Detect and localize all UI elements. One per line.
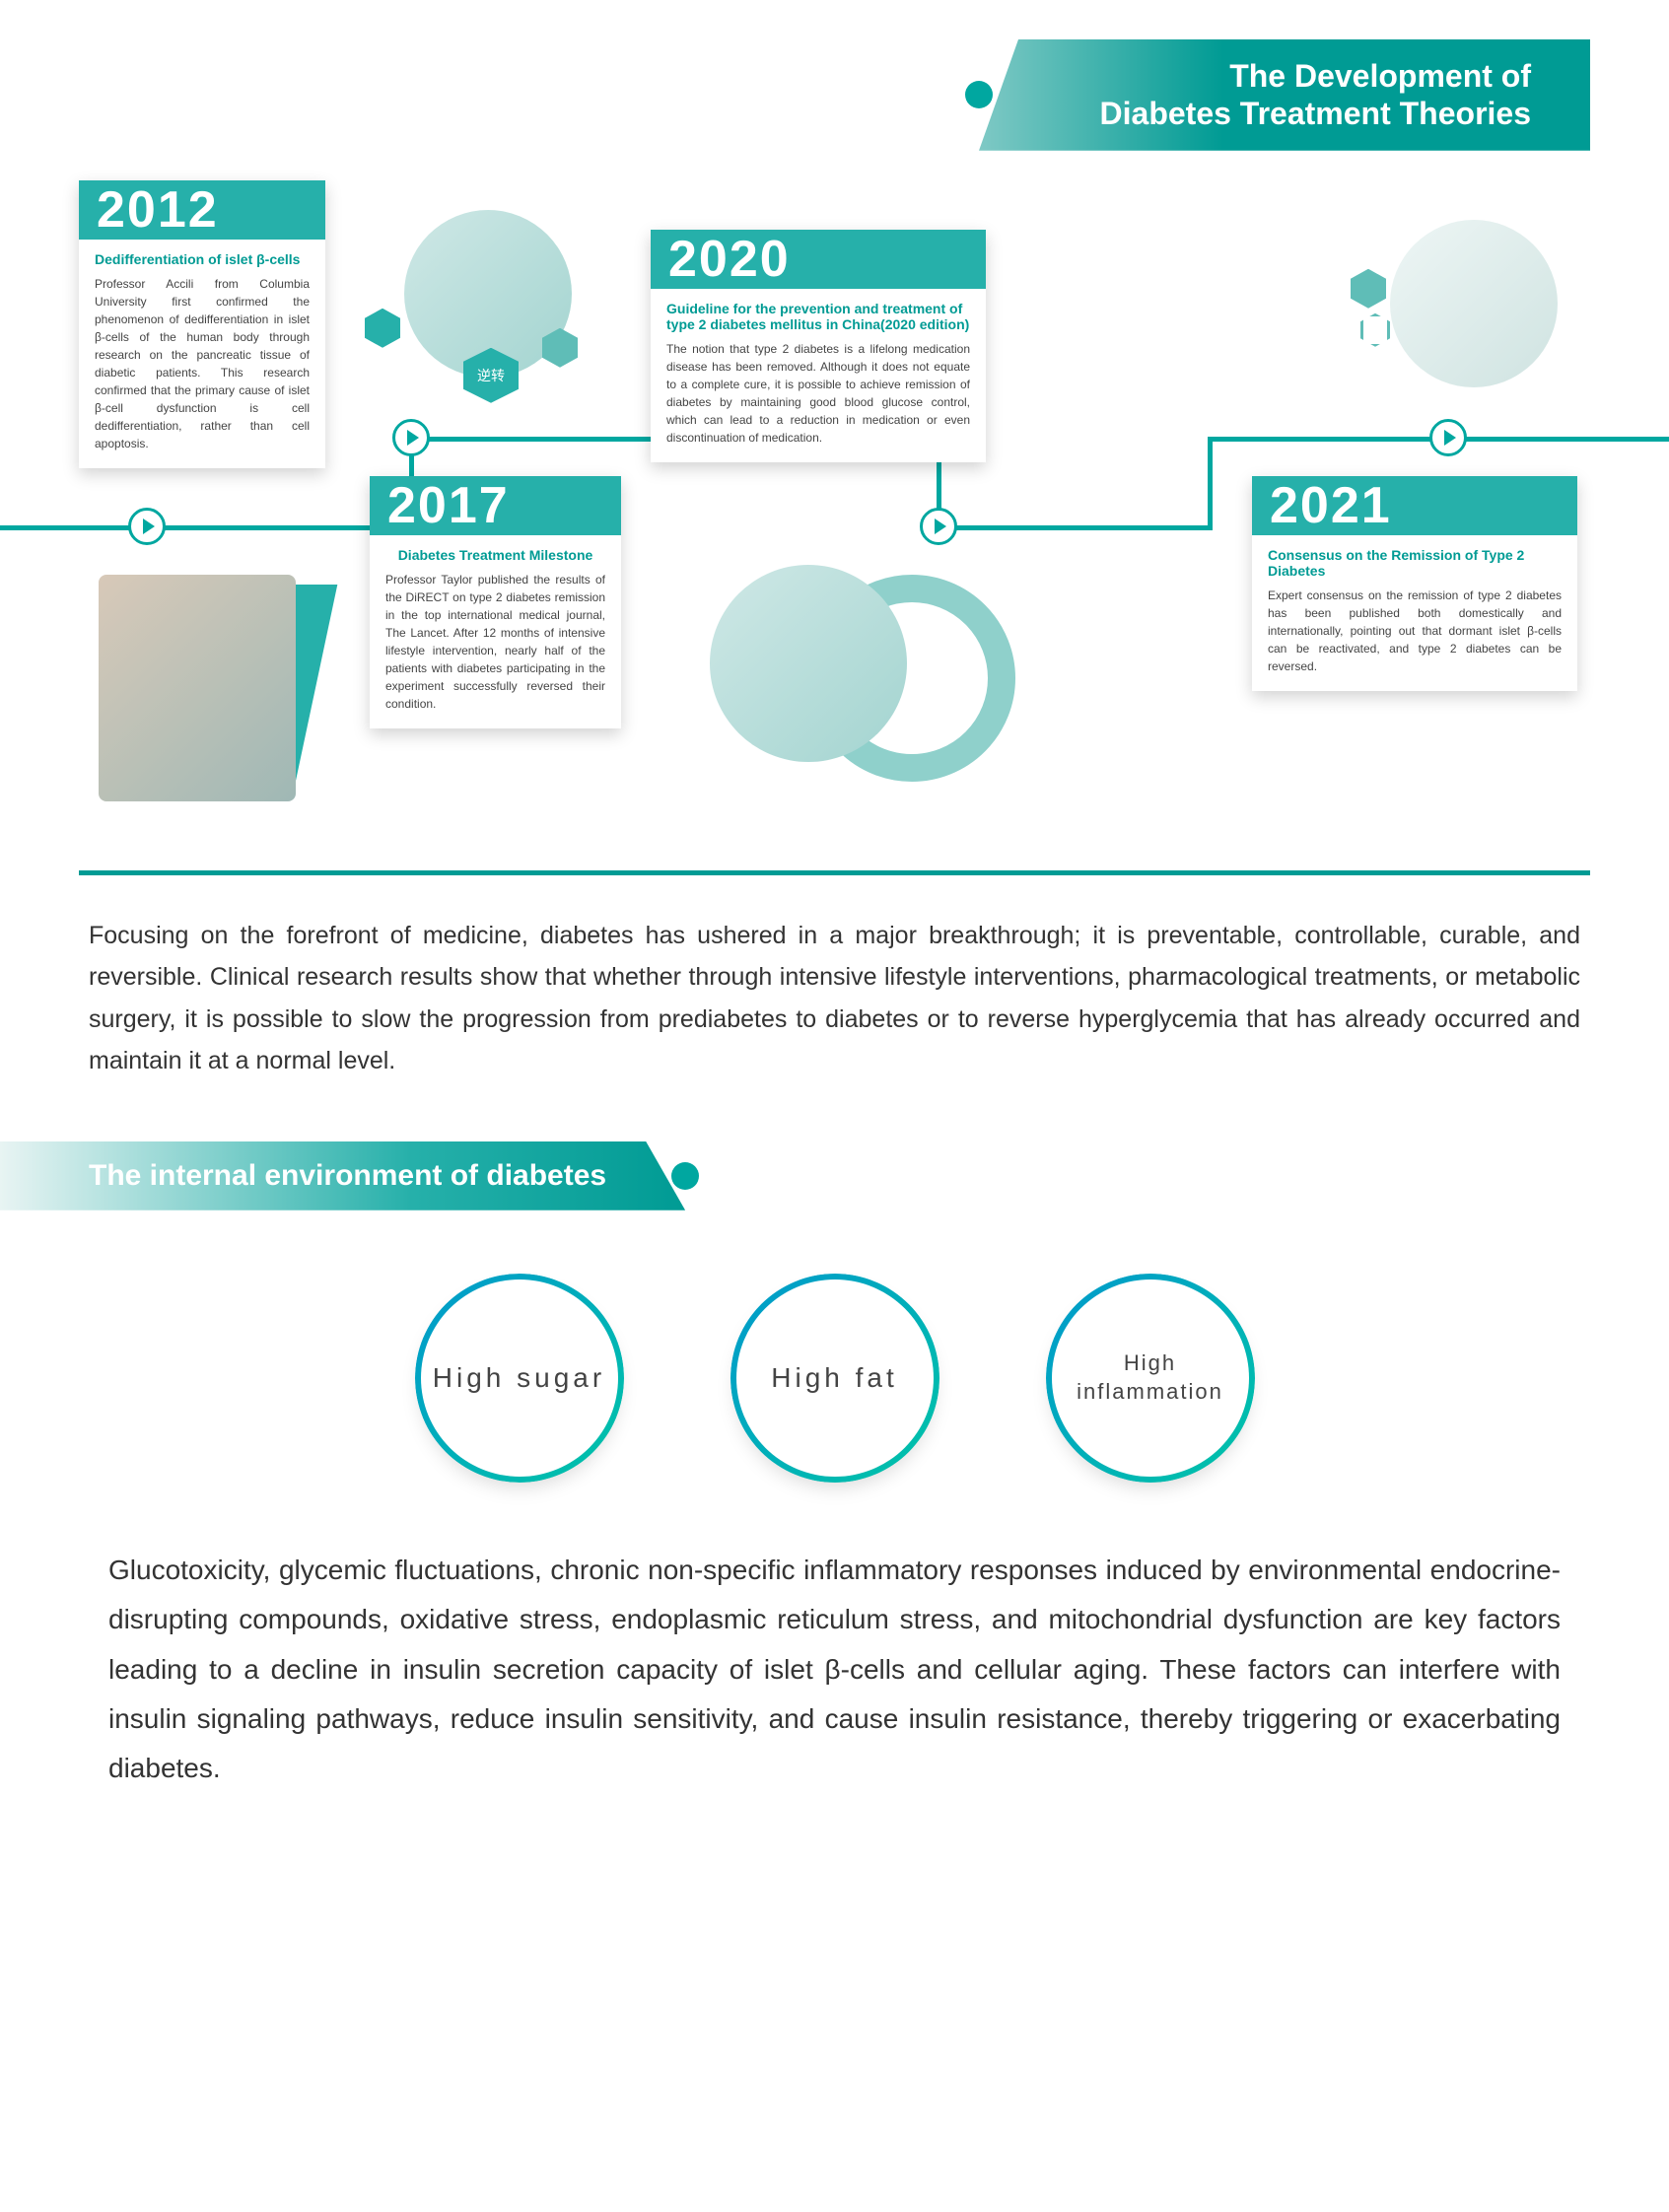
timeline: 2012 Dedifferentiation of islet β-cells …	[79, 180, 1590, 851]
professor-image	[99, 575, 296, 801]
paragraph-environment: Glucotoxicity, glycemic fluctuations, ch…	[108, 1546, 1561, 1794]
connector	[937, 525, 1213, 530]
year-label: 2012	[79, 180, 325, 240]
section-header-environment: The internal environment of diabetes	[0, 1141, 1590, 1210]
card-2012: 2012 Dedifferentiation of islet β-cells …	[79, 180, 325, 468]
circle-high-inflammation: High inflammation	[1052, 1279, 1249, 1477]
hexagon-icon	[365, 309, 400, 348]
play-icon	[128, 508, 166, 545]
divider	[79, 870, 1590, 875]
play-icon	[392, 419, 430, 456]
circles-row: High sugar High fat High inflammation	[79, 1279, 1590, 1477]
lab-image	[710, 565, 907, 762]
circle-high-sugar: High sugar	[421, 1279, 618, 1477]
hexagon-icon	[1351, 269, 1386, 309]
connector	[0, 525, 414, 530]
header-title: The Development of Diabetes Treatment Th…	[979, 39, 1590, 151]
header-line1: The Development of	[1058, 57, 1531, 95]
year-label: 2021	[1252, 476, 1577, 535]
card-title: Guideline for the prevention and treatme…	[666, 301, 970, 332]
card-title: Dedifferentiation of islet β-cells	[95, 251, 310, 267]
paragraph-development: Focusing on the forefront of medicine, d…	[89, 915, 1580, 1082]
card-text: Expert consensus on the remission of typ…	[1268, 587, 1562, 675]
card-text: Professor Taylor published the results o…	[385, 571, 605, 713]
card-text: Professor Accili from Columbia Universit…	[95, 275, 310, 452]
card-title: Consensus on the Remission of Type 2 Dia…	[1268, 547, 1562, 579]
card-2021: 2021 Consensus on the Remission of Type …	[1252, 476, 1577, 691]
hexagon-icon	[1360, 313, 1390, 347]
card-2017: 2017 Diabetes Treatment Milestone Profes…	[370, 476, 621, 728]
card-text: The notion that type 2 diabetes is a lif…	[666, 340, 970, 447]
card-2020: 2020 Guideline for the prevention and tr…	[651, 230, 986, 462]
header-line2: Diabetes Treatment Theories	[1058, 95, 1531, 132]
section-header-development: The Development of Diabetes Treatment Th…	[79, 39, 1590, 151]
header-dot-icon	[671, 1162, 699, 1190]
doctor-image	[1390, 220, 1558, 387]
play-icon	[920, 508, 957, 545]
card-title: Diabetes Treatment Milestone	[385, 547, 605, 563]
header-title-2: The internal environment of diabetes	[0, 1141, 685, 1210]
connector	[1208, 437, 1213, 530]
header-dot-icon	[965, 81, 993, 108]
year-label: 2017	[370, 476, 621, 535]
year-label: 2020	[651, 230, 986, 289]
circle-high-fat: High fat	[736, 1279, 934, 1477]
play-icon	[1429, 419, 1467, 456]
